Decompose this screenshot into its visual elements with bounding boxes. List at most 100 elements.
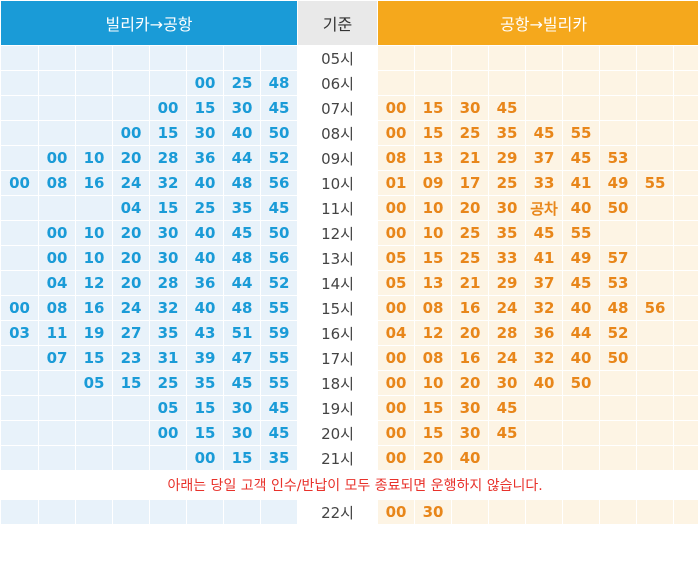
hour-label: 09시 <box>297 145 379 171</box>
from-airport-time: 45 <box>525 120 564 146</box>
hour-label: 19시 <box>297 395 379 421</box>
from-airport-time: 01 <box>377 170 416 196</box>
from-airport-time: 00 <box>377 345 416 371</box>
to-airport-time <box>0 45 39 71</box>
from-airport-time <box>636 70 675 96</box>
to-airport-time: 20 <box>112 220 150 246</box>
from-airport-time: 20 <box>414 445 453 471</box>
hour-label: 22시 <box>297 499 379 525</box>
from-airport-time <box>599 370 638 396</box>
from-airport-time <box>673 270 698 296</box>
to-airport-time <box>112 95 150 121</box>
from-airport-time <box>525 499 564 525</box>
from-airport-time <box>488 70 527 96</box>
from-airport-time: 32 <box>525 345 564 371</box>
from-airport-time: 36 <box>525 320 564 346</box>
to-airport-header: 빌리카→공항 <box>0 0 299 46</box>
from-airport-time <box>525 420 564 446</box>
from-airport-time: 15 <box>414 120 453 146</box>
from-airport-time: 15 <box>414 395 453 421</box>
from-airport-time: 25 <box>451 220 490 246</box>
from-airport-time: 00 <box>377 499 416 525</box>
hour-label: 21시 <box>297 445 379 471</box>
to-airport-time: 35 <box>186 370 224 396</box>
to-airport-time <box>75 499 113 525</box>
to-airport-time <box>149 499 187 525</box>
timetable-table: 빌리카→공항 기준 공항→빌리카 05시 00 25 48 06시 00 15 30 45 07시… <box>0 0 698 525</box>
from-airport-time <box>673 295 698 321</box>
to-airport-time: 08 <box>38 295 76 321</box>
from-airport-time <box>562 445 601 471</box>
to-airport-time: 40 <box>186 170 224 196</box>
to-airport-time: 50 <box>259 220 299 246</box>
to-airport-time <box>38 70 76 96</box>
to-airport-time: 35 <box>259 445 299 471</box>
to-airport-time: 00 <box>0 170 39 196</box>
to-airport-time: 12 <box>75 270 113 296</box>
timetable-row: 05 15 25 35 45 55 18시 00 10 20 30 40 50 <box>0 370 698 396</box>
from-airport-time <box>599 220 638 246</box>
to-airport-time: 00 <box>186 445 224 471</box>
to-airport-time: 00 <box>112 120 150 146</box>
to-airport-time: 00 <box>38 145 76 171</box>
from-airport-time: 50 <box>599 195 638 221</box>
timetable-row: 00 08 16 24 32 40 48 56 10시 01 09 17 25 33 41 49 55 <box>0 170 698 196</box>
from-airport-time <box>673 499 698 525</box>
to-airport-time <box>149 445 187 471</box>
timetable-row: 04 12 20 28 36 44 52 14시 05 13 21 29 37 45 53 <box>0 270 698 296</box>
to-airport-time: 11 <box>38 320 76 346</box>
timetable-row: 05시 <box>0 45 698 71</box>
from-airport-time: 37 <box>525 145 564 171</box>
from-airport-time: 10 <box>414 370 453 396</box>
to-airport-time: 39 <box>186 345 224 371</box>
from-airport-time: 41 <box>562 170 601 196</box>
from-airport-time <box>636 95 675 121</box>
to-airport-time: 30 <box>149 245 187 271</box>
from-airport-time: 00 <box>377 120 416 146</box>
from-airport-time: 29 <box>488 270 527 296</box>
from-airport-time: 15 <box>414 245 453 271</box>
hour-label: 18시 <box>297 370 379 396</box>
to-airport-time: 28 <box>149 145 187 171</box>
timetable-row: 00 15 30 45 07시 00 15 30 45 <box>0 95 698 121</box>
from-airport-time <box>488 499 527 525</box>
to-airport-time: 04 <box>112 195 150 221</box>
to-airport-time <box>186 45 224 71</box>
from-airport-time: 공차 <box>525 195 564 221</box>
from-airport-time <box>451 499 490 525</box>
from-airport-time <box>414 70 453 96</box>
to-airport-time: 15 <box>223 445 261 471</box>
to-airport-time <box>0 270 39 296</box>
to-airport-time <box>0 395 39 421</box>
from-airport-time <box>636 420 675 446</box>
from-airport-time: 00 <box>377 395 416 421</box>
to-airport-time <box>259 45 299 71</box>
from-airport-time <box>636 499 675 525</box>
to-airport-time: 50 <box>259 120 299 146</box>
from-airport-time: 33 <box>525 170 564 196</box>
to-airport-time: 00 <box>149 420 187 446</box>
to-airport-time <box>75 70 113 96</box>
to-airport-time <box>149 70 187 96</box>
from-airport-time <box>673 145 698 171</box>
timetable-row: 07 15 23 31 39 47 55 17시 00 08 16 24 32 40 50 <box>0 345 698 371</box>
hour-label: 12시 <box>297 220 379 246</box>
from-airport-time <box>636 395 675 421</box>
from-airport-time <box>562 499 601 525</box>
from-airport-time: 50 <box>599 345 638 371</box>
to-airport-time <box>38 45 76 71</box>
to-airport-time: 15 <box>112 370 150 396</box>
to-airport-time: 10 <box>75 145 113 171</box>
from-airport-time: 30 <box>488 370 527 396</box>
to-airport-time: 51 <box>223 320 261 346</box>
from-airport-time <box>414 45 453 71</box>
to-airport-time: 10 <box>75 220 113 246</box>
from-airport-time <box>673 70 698 96</box>
from-airport-time: 25 <box>451 245 490 271</box>
to-airport-time <box>223 499 261 525</box>
from-airport-time <box>636 245 675 271</box>
from-airport-time: 00 <box>377 445 416 471</box>
from-airport-time: 55 <box>562 220 601 246</box>
from-airport-time <box>525 95 564 121</box>
